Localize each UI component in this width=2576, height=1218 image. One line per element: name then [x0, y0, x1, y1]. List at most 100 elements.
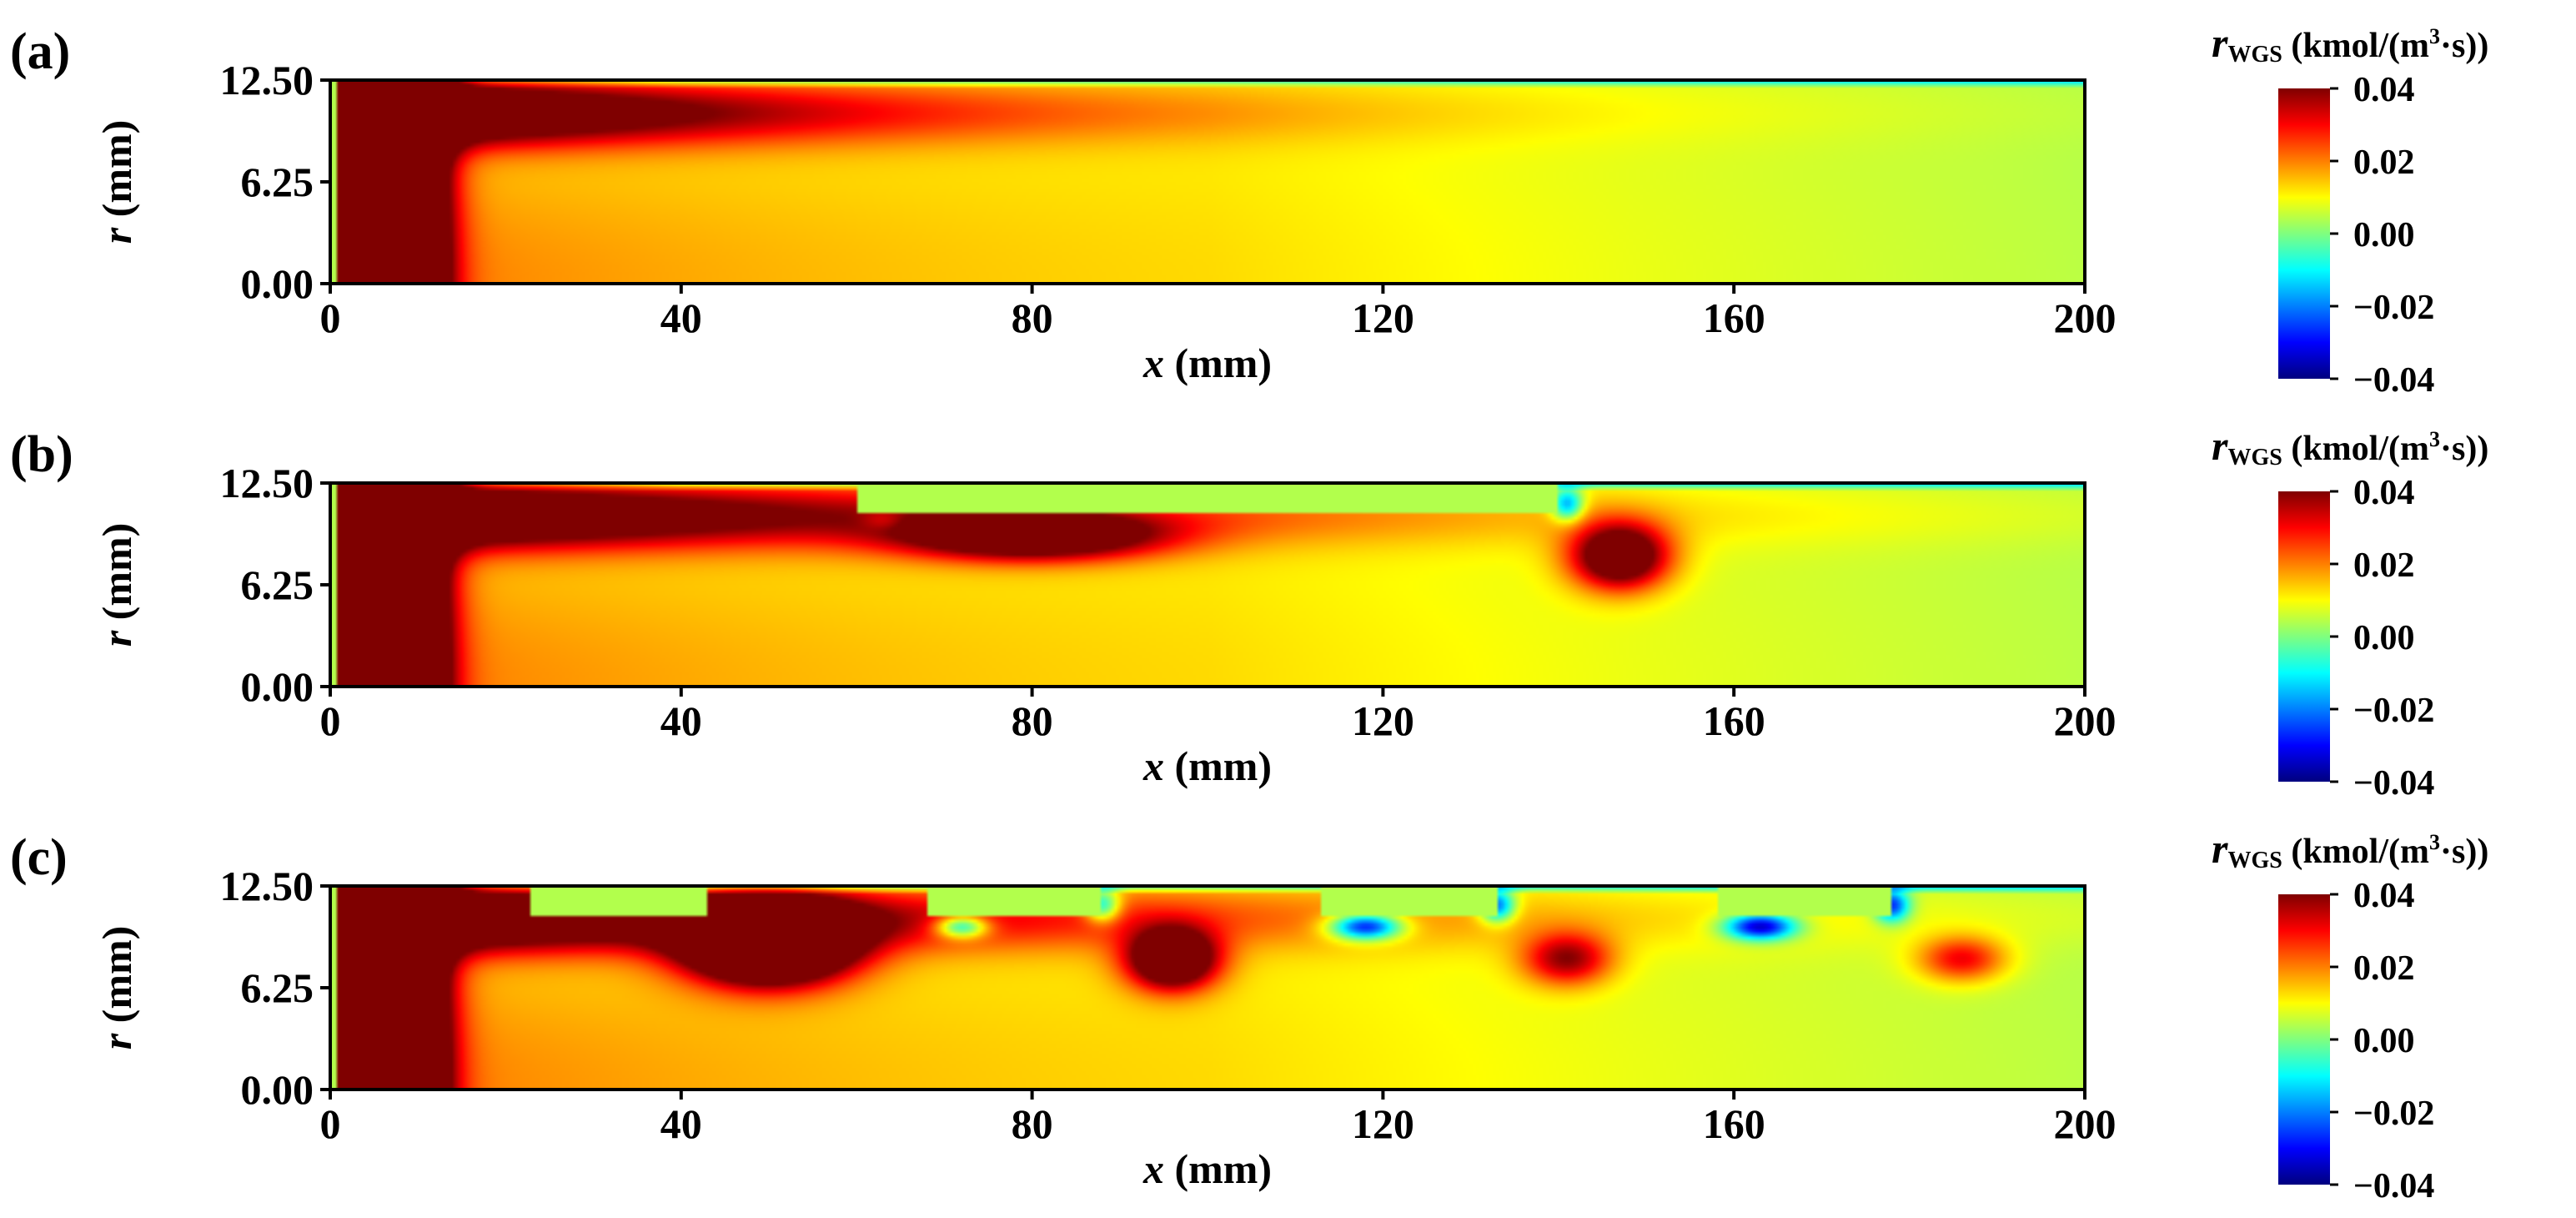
- colorbar-gradient: [2278, 88, 2330, 379]
- colorbar-ticks: 0.04 0.02 0.00 −0.02 −0.04: [2330, 877, 2434, 1205]
- heatmap-canvas: [330, 80, 2085, 284]
- colorbar-title: rWGS (kmol/(m3·s)): [2212, 825, 2488, 873]
- colorbar-gradient: [2278, 894, 2330, 1185]
- colorbar-title: rWGS (kmol/(m3·s)): [2212, 422, 2488, 471]
- colorbar-title-subscript: WGS: [2227, 445, 2282, 471]
- colorbar-tick-label: −0.02: [2353, 692, 2434, 730]
- x-axis: 0 40 80 120 160 200: [320, 1090, 2117, 1147]
- x-axis: 0 40 80 120 160 200: [320, 687, 2117, 744]
- x-tick-label: 120: [1352, 294, 1414, 341]
- x-axis-variable: x: [1142, 340, 1164, 386]
- y-axis-label: r (mm): [93, 926, 140, 1050]
- x-tick-label: 200: [2054, 294, 2117, 341]
- y-axis-unit: (mm): [93, 120, 140, 228]
- x-tick-label: 120: [1352, 1100, 1414, 1147]
- y-tick-label: 6.25: [241, 964, 314, 1011]
- heatmap-image: [330, 483, 2085, 687]
- x-tick-label: 40: [660, 697, 702, 744]
- x-tick-label: 160: [1703, 697, 1765, 744]
- x-tick-label: 80: [1012, 294, 1053, 341]
- colorbar-title-subscript: WGS: [2227, 848, 2282, 873]
- x-tick-label: 0: [320, 1100, 341, 1147]
- colorbar-title: rWGS (kmol/(m3·s)): [2212, 19, 2488, 68]
- y-tick-label: 0.00: [241, 260, 314, 307]
- y-axis: 0.00 6.25 12.50: [220, 57, 330, 307]
- y-axis-label: r (mm): [93, 523, 140, 647]
- y-tick-label: 12.50: [220, 57, 314, 103]
- y-tick-label: 12.50: [220, 460, 314, 506]
- x-tick-label: 200: [2054, 1100, 2117, 1147]
- colorbar: rWGS (kmol/(m3·s)) 0.04 0.02 0.00 −0.02 −0.0…: [2212, 19, 2488, 400]
- colorbar-tick-label: −0.04: [2353, 1167, 2434, 1205]
- x-tick-label: 0: [320, 294, 341, 341]
- colorbar-title-subscript: WGS: [2227, 42, 2282, 68]
- x-tick-label: 0: [320, 697, 341, 744]
- x-axis-label: x (mm): [1142, 742, 1272, 789]
- y-tick-label: 0.00: [241, 663, 314, 710]
- y-tick-label: 0.00: [241, 1066, 314, 1113]
- colorbar-title-superscript: 3: [2429, 24, 2440, 48]
- x-axis-unit: (mm): [1164, 1145, 1272, 1192]
- y-axis-label: r (mm): [93, 120, 140, 244]
- colorbar: rWGS (kmol/(m3·s)) 0.04 0.02 0.00 −0.02 −0.0…: [2212, 422, 2488, 803]
- colorbar-title-superscript: 3: [2429, 427, 2440, 451]
- panel-label: (c): [10, 829, 68, 886]
- colorbar-title-variable: r: [2212, 422, 2228, 469]
- colorbar-title-unit: (kmol/(m: [2282, 430, 2429, 468]
- heatmap-canvas: [330, 886, 2085, 1090]
- colorbar-title-unit: (kmol/(m: [2282, 833, 2429, 871]
- heatmap-canvas: [330, 483, 2085, 687]
- colorbar-title-superscript: 3: [2429, 830, 2440, 854]
- x-axis-variable: x: [1142, 742, 1164, 789]
- x-tick-label: 80: [1012, 1100, 1053, 1147]
- y-axis-variable: r: [93, 630, 140, 647]
- colorbar-title-unit-end: ·s)): [2440, 27, 2488, 65]
- x-axis-unit: (mm): [1164, 742, 1272, 789]
- x-tick-label: 80: [1012, 697, 1053, 744]
- colorbar-title-unit-end: ·s)): [2440, 833, 2488, 871]
- colorbar-tick-label: 0.04: [2353, 474, 2415, 512]
- colorbar-gradient: [2278, 491, 2330, 782]
- colorbar-tick-label: 0.00: [2353, 216, 2415, 254]
- colorbar: rWGS (kmol/(m3·s)) 0.04 0.02 0.00 −0.02 −0.0…: [2212, 825, 2488, 1205]
- colorbar-tick-label: −0.02: [2353, 289, 2434, 327]
- x-axis-unit: (mm): [1164, 340, 1272, 386]
- colorbar-title-unit-end: ·s)): [2440, 430, 2488, 468]
- x-axis: 0 40 80 120 160 200: [320, 284, 2117, 341]
- heatmap-image: [330, 80, 2085, 284]
- x-axis-label: x (mm): [1142, 1145, 1272, 1192]
- colorbar-tick-label: 0.02: [2353, 546, 2415, 585]
- y-tick-label: 12.50: [220, 863, 314, 909]
- colorbar-tick-label: −0.04: [2353, 764, 2434, 803]
- colorbar-title-variable: r: [2212, 825, 2228, 872]
- y-axis: 0.00 6.25 12.50: [220, 460, 330, 710]
- x-tick-label: 200: [2054, 697, 2117, 744]
- y-axis-variable: r: [93, 1033, 140, 1049]
- colorbar-tick-label: 0.00: [2353, 619, 2415, 657]
- colorbar-tick-label: 0.02: [2353, 949, 2415, 988]
- panel-label: (a): [10, 23, 70, 80]
- y-axis: 0.00 6.25 12.50: [220, 863, 330, 1113]
- x-tick-label: 160: [1703, 294, 1765, 341]
- y-tick-label: 6.25: [241, 159, 314, 205]
- panel-label: (b): [10, 426, 73, 483]
- colorbar-ticks: 0.04 0.02 0.00 −0.02 −0.04: [2330, 71, 2434, 400]
- x-tick-label: 40: [660, 294, 702, 341]
- y-axis-variable: r: [93, 227, 140, 244]
- colorbar-title-unit: (kmol/(m: [2282, 27, 2429, 65]
- x-tick-label: 160: [1703, 1100, 1765, 1147]
- y-axis-unit: (mm): [93, 523, 140, 631]
- colorbar-tick-label: 0.04: [2353, 877, 2415, 915]
- colorbar-tick-label: 0.00: [2353, 1022, 2415, 1060]
- x-axis-label: x (mm): [1142, 340, 1272, 386]
- heatmap-image: [330, 886, 2085, 1090]
- y-tick-label: 6.25: [241, 561, 314, 608]
- colorbar-ticks: 0.04 0.02 0.00 −0.02 −0.04: [2330, 474, 2434, 803]
- colorbar-title-variable: r: [2212, 19, 2228, 66]
- x-axis-variable: x: [1142, 1145, 1164, 1192]
- x-tick-label: 40: [660, 1100, 702, 1147]
